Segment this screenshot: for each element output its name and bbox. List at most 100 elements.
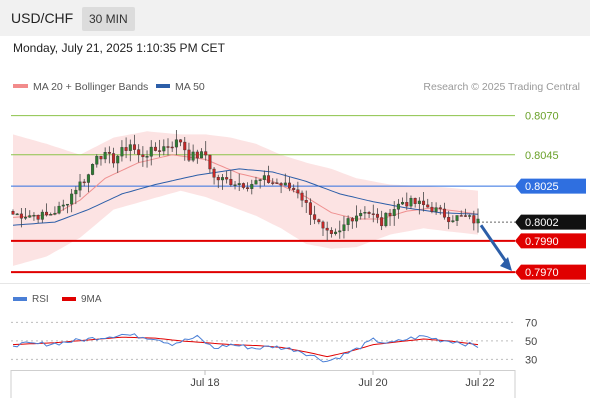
candle-body (82, 181, 86, 184)
candle-body (455, 215, 459, 221)
level-label-box (515, 178, 586, 194)
candle-body (392, 209, 396, 216)
candle-body (304, 200, 308, 203)
candle-body (225, 177, 229, 180)
forecast-arrow-shaft (479, 224, 509, 264)
candle-body (237, 183, 241, 185)
candle-body (296, 189, 300, 194)
candle-body (375, 213, 379, 218)
candle-body (11, 211, 15, 215)
timeframe-button[interactable]: 30 MIN (82, 7, 135, 31)
x-tick-label: Jul 18 (190, 377, 219, 389)
candle-body (212, 168, 216, 178)
level-label-box (515, 264, 586, 280)
candle-body (476, 218, 480, 224)
candle-body (78, 181, 82, 191)
candle-body (28, 215, 32, 218)
candle-body (442, 208, 446, 218)
level-label-text: 0.8070 (525, 111, 559, 123)
rsi-line (12, 333, 479, 363)
candle-body (413, 197, 417, 204)
rsi-grid: 70 50 30 (11, 317, 537, 366)
candle-body (91, 164, 95, 175)
credit-text: Research © 2025 Trading Central (423, 81, 580, 93)
candle-body (141, 154, 145, 158)
candle-body (53, 212, 57, 215)
candle-body (174, 139, 178, 148)
candle-body (220, 177, 224, 181)
rsi-legend: RSI 9MA (13, 294, 102, 305)
candle-body (367, 212, 371, 214)
legend-label-ma50: MA 50 (175, 81, 205, 93)
x-tick-label: Jul 20 (358, 377, 387, 389)
datetime-label: Monday, July 21, 2025 1:10:35 PM CET (13, 41, 225, 55)
candle-body (384, 212, 388, 227)
candle-body (422, 200, 426, 206)
candle-body (321, 221, 325, 229)
candle-body (325, 227, 329, 231)
candle-body (128, 144, 132, 151)
candle-body (15, 213, 19, 216)
level-label-text: 0.7970 (525, 267, 559, 279)
candle-body (359, 213, 363, 217)
x-axis-ticks: Jul 18 Jul 20 Jul 22 (190, 370, 495, 389)
candles (11, 130, 480, 241)
candle-body (74, 189, 78, 195)
candle-body (468, 215, 472, 217)
candle-body (65, 203, 69, 206)
moving-averages (12, 154, 479, 226)
ma20-line (12, 154, 479, 220)
candle-body (317, 219, 321, 223)
candle-body (95, 156, 99, 165)
candle-body (438, 207, 442, 210)
level-lines (11, 115, 515, 274)
candle-body (200, 151, 204, 159)
candle-body (233, 184, 237, 186)
candle-body (24, 217, 28, 219)
candle-body (463, 215, 467, 217)
candle-body (254, 180, 258, 185)
candle-body (283, 182, 287, 186)
candle-body (409, 197, 413, 207)
candle-body (346, 218, 350, 225)
candle-body (208, 154, 212, 170)
x-tick-label: Jul 22 (465, 377, 494, 389)
candle-body (145, 156, 149, 158)
main-legend: MA 20 + Bollinger Bands MA 50 (13, 81, 205, 93)
candle-body (241, 183, 245, 188)
candle-body (472, 215, 476, 224)
symbol-label: USD/CHF (11, 10, 74, 26)
candle-body (103, 152, 107, 160)
candle-body (70, 193, 74, 205)
candle-body (86, 174, 90, 183)
candle-body (451, 220, 455, 223)
candle-body (267, 175, 271, 183)
candle-body (355, 215, 359, 222)
candle-body (329, 230, 333, 234)
candle-body (162, 146, 166, 152)
forecast-arrow (479, 224, 512, 272)
candle-body (350, 218, 354, 222)
candle-body (40, 211, 44, 220)
candle-body (388, 212, 392, 216)
candle-body (158, 150, 162, 152)
forecast-arrow-head (500, 257, 512, 272)
legend-swatch-ma50 (156, 84, 170, 88)
level-label-box (515, 214, 586, 230)
level-label-box (515, 233, 586, 249)
level-label-text: 0.7990 (525, 236, 559, 248)
candle-body (195, 151, 199, 159)
level-labels: 0.8070 0.8045 0.8025 0.8002 0.7990 0.7970 (515, 111, 586, 280)
chart-header: USD/CHF 30 MIN (0, 0, 590, 36)
candle-body (279, 183, 283, 186)
level-label-text: 0.8002 (525, 217, 559, 229)
candle-body (287, 182, 291, 189)
candle-body (334, 231, 338, 234)
candle-body (116, 155, 120, 164)
candle-body (216, 177, 220, 181)
candle-body (246, 187, 250, 189)
candle-body (313, 214, 317, 220)
rsi-tick-label: 70 (525, 317, 537, 329)
candle-body (170, 146, 174, 149)
candle-body (32, 214, 36, 217)
